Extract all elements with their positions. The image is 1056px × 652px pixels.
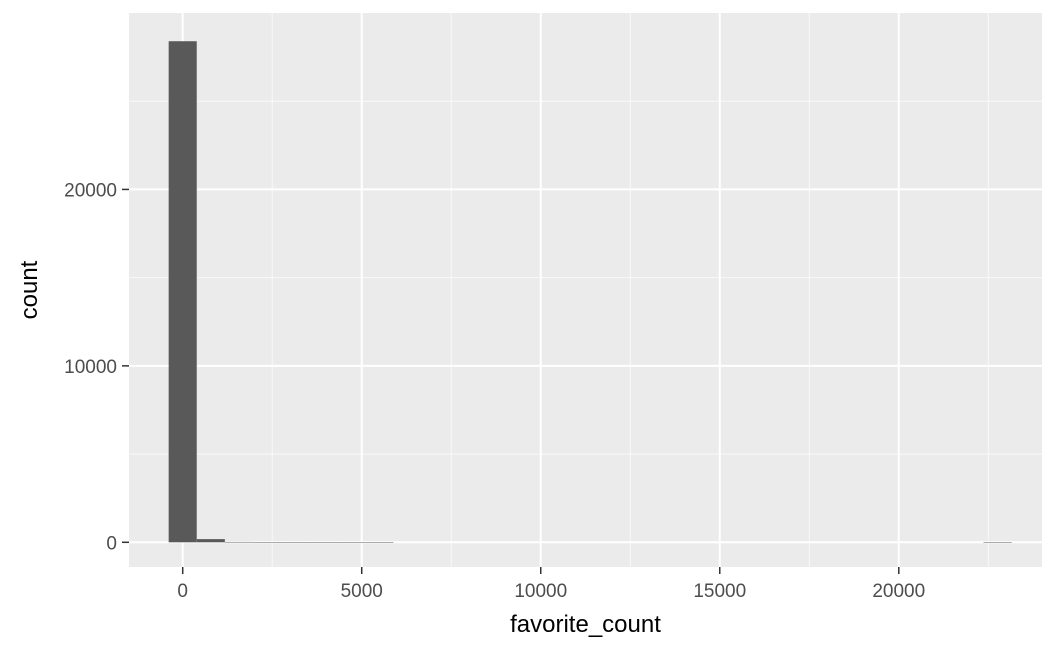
x-axis-title: favorite_count [510, 611, 661, 638]
x-tick-label: 10000 [514, 581, 567, 602]
histogram-bar [281, 542, 310, 543]
histogram-bar [309, 542, 338, 543]
x-tick-label: 0 [177, 581, 188, 602]
histogram-bar [168, 41, 197, 543]
y-tick-label: 0 [106, 533, 117, 554]
y-tick-label: 20000 [64, 180, 117, 201]
y-axis-ticks: 0 10000 20000 [64, 180, 129, 554]
histogram-bars [168, 41, 1012, 543]
y-axis-title: count [16, 260, 43, 319]
histogram-bar [365, 542, 394, 543]
x-tick-label: 15000 [693, 581, 746, 602]
minor-gridlines [129, 13, 1042, 567]
plot-panel [129, 13, 1042, 567]
histogram-bar [252, 542, 282, 543]
histogram-bar [196, 539, 225, 543]
x-tick-label: 5000 [341, 581, 383, 602]
y-tick-label: 10000 [64, 357, 117, 378]
x-tick-label: 20000 [872, 581, 925, 602]
histogram-bar [983, 542, 1012, 543]
histogram-bar [224, 541, 253, 543]
x-axis-ticks: 0 5000 10000 15000 20000 [177, 567, 925, 602]
histogram-bar [337, 542, 366, 543]
